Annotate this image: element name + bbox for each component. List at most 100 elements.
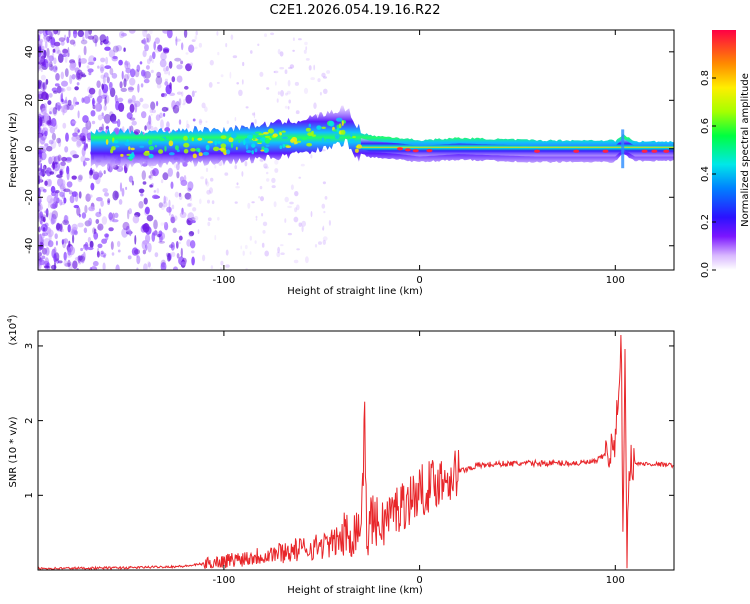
snr-ticks: -100 0 100 1 2 3 xyxy=(24,331,674,586)
noise-blob xyxy=(159,59,167,68)
noise-blob xyxy=(38,234,41,244)
noise-blob xyxy=(188,231,195,237)
noise-blob xyxy=(142,70,147,79)
noise-blob xyxy=(147,262,151,268)
noise-blob xyxy=(117,118,121,128)
noise-blob xyxy=(154,48,161,53)
noise-blob xyxy=(155,75,163,85)
noise-blob xyxy=(42,83,45,90)
noise-blob xyxy=(195,30,198,36)
noise-blob xyxy=(165,252,170,257)
noise-blob xyxy=(38,93,41,100)
noise-blob xyxy=(150,101,156,111)
trace-blob xyxy=(226,149,231,155)
noise-blob xyxy=(274,168,279,173)
noise-blob xyxy=(42,81,47,90)
noise-blob xyxy=(174,191,179,198)
noise-blob xyxy=(111,219,119,223)
noise-blob xyxy=(52,107,57,115)
noise-blob xyxy=(126,73,130,80)
noise-blob xyxy=(323,210,326,214)
noise-blob xyxy=(57,154,62,162)
noise-blob xyxy=(294,191,299,197)
trace-blob xyxy=(340,129,346,135)
noise-blob xyxy=(92,227,96,235)
noise-blob xyxy=(109,67,114,75)
noise-blob xyxy=(171,204,175,210)
trace-blob xyxy=(285,145,292,148)
noise-blob xyxy=(87,61,95,66)
noise-blob xyxy=(176,91,182,95)
chart-title: C2E1.2026.054.19.16.R22 xyxy=(269,3,440,18)
noise-blob xyxy=(164,196,168,202)
noise-blob xyxy=(96,251,100,258)
noise-blob xyxy=(130,68,136,78)
noise-blob xyxy=(83,227,88,234)
noise-blob xyxy=(73,204,80,209)
noise-blob xyxy=(198,42,202,48)
noise-blob xyxy=(48,93,53,98)
noise-blob xyxy=(66,52,70,58)
noise-blob xyxy=(305,256,309,264)
noise-blob xyxy=(142,223,150,233)
trace-blob xyxy=(281,130,286,133)
trace-blob xyxy=(341,120,344,126)
noise-blob xyxy=(201,102,206,109)
noise-blob xyxy=(103,72,109,78)
trace-blob xyxy=(190,148,196,152)
noise-blob xyxy=(115,264,120,270)
trace-spike xyxy=(621,129,625,169)
y-tick-label: 40 xyxy=(24,45,35,58)
noise-blob xyxy=(300,163,305,167)
noise-blob xyxy=(142,103,150,109)
trace-blob xyxy=(105,139,109,145)
noise-blob xyxy=(48,139,54,145)
noise-blob xyxy=(166,107,169,111)
noise-blob xyxy=(242,250,245,256)
noise-blob xyxy=(68,240,71,248)
trace-blob xyxy=(159,137,165,141)
noise-blob xyxy=(100,200,104,207)
noise-blob xyxy=(313,64,316,71)
noise-blob xyxy=(142,50,147,58)
noise-blob xyxy=(236,182,239,186)
noise-blob xyxy=(53,196,57,204)
trace-blob xyxy=(279,132,282,136)
noise-blob xyxy=(143,78,150,84)
snr-line xyxy=(38,334,674,570)
noise-blob xyxy=(129,77,136,86)
noise-blob xyxy=(280,90,284,97)
noise-blob xyxy=(151,59,154,63)
trace-hotspot xyxy=(397,147,403,151)
noise-blob xyxy=(111,120,118,124)
noise-blob xyxy=(294,207,298,213)
noise-blob xyxy=(173,266,178,270)
noise-blob xyxy=(124,60,128,70)
noise-blob xyxy=(39,59,46,66)
noise-blob xyxy=(292,49,295,52)
noise-blob xyxy=(112,55,118,60)
noise-blob xyxy=(301,225,304,233)
noise-blob xyxy=(42,169,45,178)
snr-multiplier: (x104) xyxy=(6,314,19,345)
noise-blob xyxy=(207,221,211,227)
noise-blob xyxy=(284,105,288,109)
noise-blob xyxy=(101,238,107,244)
noise-blob xyxy=(143,40,147,45)
noise-blob xyxy=(117,97,124,103)
noise-blob xyxy=(214,235,217,241)
noise-blob xyxy=(95,219,100,224)
noise-blob xyxy=(285,92,288,96)
trace-blob xyxy=(168,137,174,141)
noise-blob xyxy=(59,199,63,206)
noise-blob xyxy=(210,265,214,269)
noise-blob xyxy=(266,178,270,182)
noise-blob xyxy=(156,71,162,78)
noise-blob xyxy=(86,65,90,69)
noise-blob xyxy=(153,190,156,193)
noise-blob xyxy=(119,81,123,89)
spectrogram-plot: -100 0 100 -40 -20 0 20 40 Height of straight l… xyxy=(8,29,675,297)
noise-blob xyxy=(164,264,167,267)
noise-blob xyxy=(298,222,303,227)
